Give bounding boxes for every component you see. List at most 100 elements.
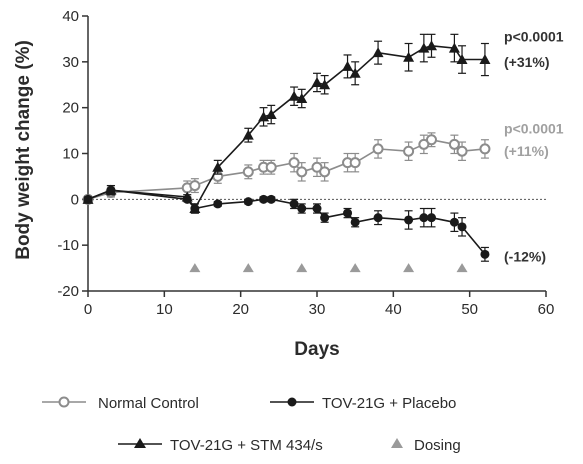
y-tick-label: -10: [57, 237, 79, 254]
annotation-label: (+11%): [504, 143, 549, 159]
series-1: [83, 184, 490, 262]
data-point: [212, 161, 224, 172]
data-point: [243, 197, 253, 207]
legend-item-dosing: Dosing: [391, 437, 461, 454]
data-point: [105, 184, 117, 195]
x-tick-label: 30: [309, 301, 326, 318]
y-axis-title: Body weight change (%): [13, 40, 34, 260]
data-point: [296, 93, 308, 103]
data-point: [350, 217, 360, 227]
y-tick-label: 20: [62, 100, 79, 117]
data-point: [349, 67, 361, 78]
dosing-marker: [456, 263, 468, 273]
data-point: [480, 249, 490, 259]
legend: Normal Control TOV-21G + Placebo TOV-21G…: [42, 395, 461, 454]
data-point: [448, 42, 460, 53]
data-point: [297, 204, 307, 213]
y-tick-label: 30: [62, 54, 79, 71]
data-point: [349, 157, 361, 169]
data-point: [403, 51, 415, 62]
data-point: [373, 213, 383, 223]
x-tick-label: 50: [461, 301, 478, 318]
data-point: [189, 203, 201, 213]
annotation-label: p<0.0001: [504, 120, 564, 136]
legend-label-stm434: TOV-21G + STM 434/s: [170, 437, 323, 454]
data-point: [372, 143, 384, 155]
data-point: [449, 217, 459, 227]
data-point: [259, 194, 269, 204]
data-point: [242, 166, 254, 178]
filled-circle-marker-icon: [287, 397, 297, 407]
legend-item-stm434: TOV-21G + STM 434/s: [118, 437, 323, 454]
legend-item-placebo: TOV-21G + Placebo: [270, 395, 456, 412]
series-line: [87, 44, 485, 211]
data-point: [189, 180, 201, 192]
y-tick-label: 10: [62, 146, 79, 163]
annotations: p<0.0001 (+31%) p<0.0001 (+11%) (-12%): [504, 29, 564, 265]
data-point: [418, 138, 430, 150]
data-point: [311, 161, 323, 173]
filled-triangle-marker-icon: [134, 438, 146, 448]
axes: [87, 16, 546, 292]
dosing-markers: [189, 263, 468, 273]
data-point: [448, 138, 460, 150]
annotation-label: (-12%): [504, 249, 546, 265]
data-point: [342, 60, 354, 71]
dosing-marker: [296, 263, 308, 273]
data-point: [343, 208, 353, 218]
x-tick-label: 0: [84, 301, 92, 318]
series-0: [82, 132, 491, 205]
annotation-label: (+31%): [504, 54, 550, 70]
data-point: [457, 222, 467, 232]
y-tick-label: 0: [71, 191, 79, 208]
data-point: [426, 134, 437, 146]
open-circle-marker-icon: [58, 396, 70, 408]
data-point: [419, 213, 429, 223]
x-axis-title: Days: [294, 339, 339, 360]
dosing-triangle-icon: [391, 438, 403, 448]
x-tick-label: 10: [156, 301, 173, 318]
legend-item-normal-control: Normal Control: [42, 395, 199, 412]
axis-ticks: 0 10 20 30 40 50 60 -20 -10 0 10 20 30 40: [57, 8, 554, 318]
dosing-marker: [189, 263, 201, 273]
y-tick-label: 40: [62, 8, 79, 25]
data-point: [181, 191, 193, 202]
annotation-label: p<0.0001: [504, 29, 564, 45]
data-point: [404, 215, 414, 225]
x-tick-label: 20: [232, 301, 249, 318]
dosing-marker: [349, 263, 361, 273]
dosing-marker: [403, 263, 415, 273]
data-point: [456, 54, 468, 65]
series-2: [82, 33, 491, 214]
data-point: [319, 79, 331, 90]
legend-label-dosing: Dosing: [414, 437, 461, 454]
data-point: [288, 157, 300, 169]
legend-label-placebo: TOV-21G + Placebo: [322, 395, 456, 412]
data-point: [479, 143, 491, 155]
data-point: [372, 47, 384, 58]
data-point: [265, 109, 277, 120]
data-point: [479, 54, 491, 65]
data-point: [288, 90, 300, 101]
data-point: [266, 194, 276, 204]
series-group: [82, 33, 491, 262]
data-point: [319, 166, 331, 178]
data-point: [426, 40, 437, 51]
x-tick-label: 60: [538, 301, 555, 318]
x-tick-label: 40: [385, 301, 402, 318]
data-point: [265, 161, 277, 173]
data-point: [289, 199, 299, 209]
data-point: [403, 145, 415, 157]
data-point: [312, 204, 322, 213]
data-point: [427, 213, 436, 223]
data-point: [213, 199, 223, 209]
data-point: [82, 193, 94, 204]
legend-label-normal-control: Normal Control: [98, 395, 199, 412]
data-point: [296, 166, 308, 178]
data-point: [311, 76, 323, 87]
y-tick-label: -20: [57, 283, 79, 300]
data-point: [456, 145, 468, 157]
data-point: [242, 129, 254, 140]
